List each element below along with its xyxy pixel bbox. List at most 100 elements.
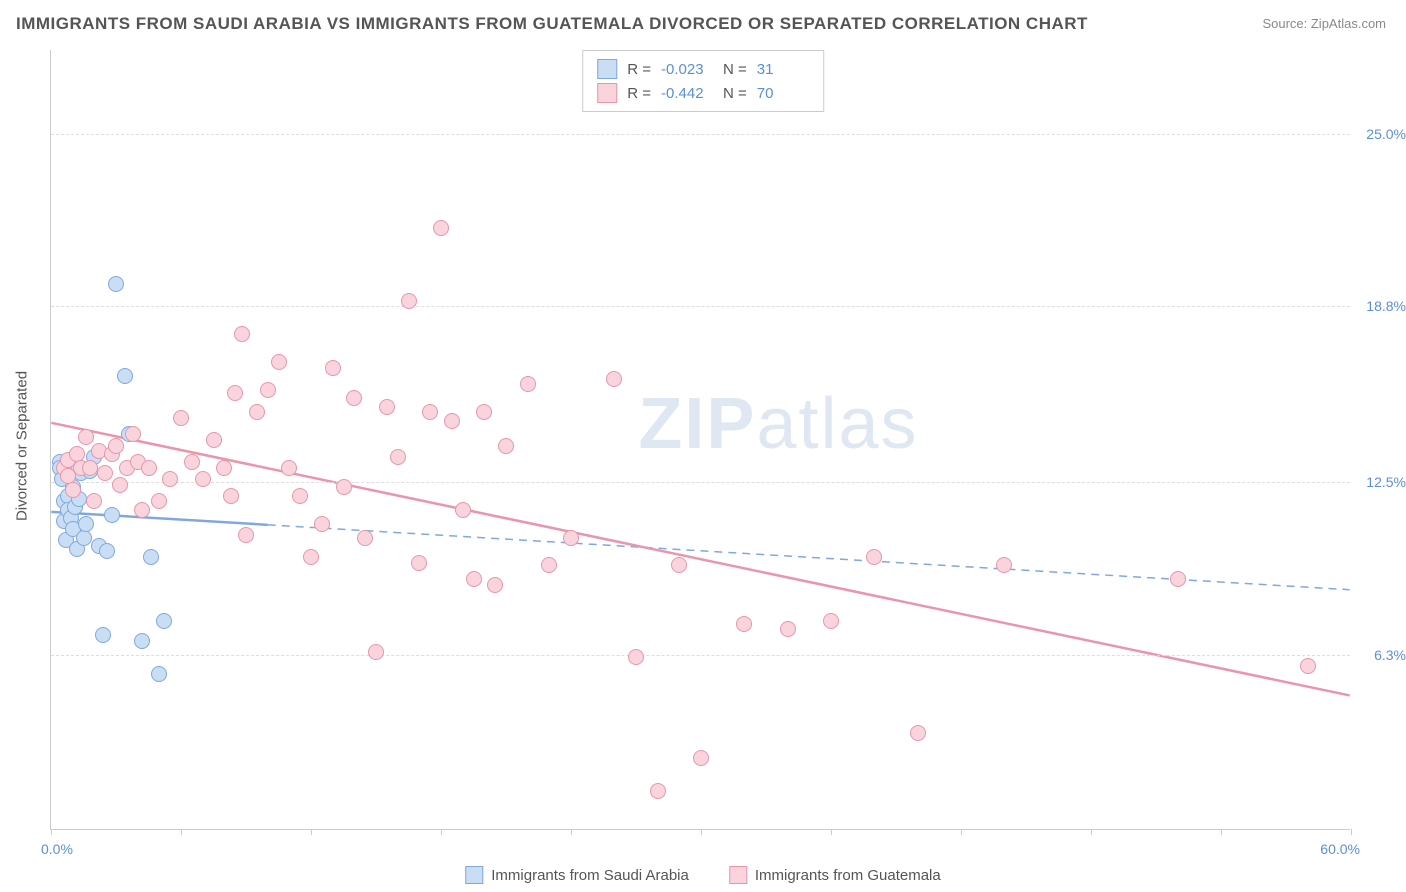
x-tick: [51, 829, 52, 835]
scatter-marker-guatemala: [292, 488, 308, 504]
scatter-marker-guatemala: [498, 438, 514, 454]
scatter-marker-guatemala: [693, 750, 709, 766]
x-tick: [1091, 829, 1092, 835]
scatter-marker-guatemala: [151, 493, 167, 509]
stats-n-value-guatemala: 70: [757, 85, 809, 102]
chart-title: IMMIGRANTS FROM SAUDI ARABIA VS IMMIGRAN…: [16, 14, 1088, 34]
scatter-marker-guatemala: [357, 530, 373, 546]
scatter-marker-guatemala: [520, 376, 536, 392]
legend-bottom: Immigrants from Saudi Arabia Immigrants …: [465, 866, 940, 884]
legend-swatch-saudi: [465, 866, 483, 884]
stats-row-saudi: R = -0.023 N = 31: [597, 57, 809, 81]
scatter-marker-guatemala: [563, 530, 579, 546]
x-tick: [1221, 829, 1222, 835]
stats-n-label: N =: [723, 61, 747, 78]
regression-line-dashed-saudi: [268, 525, 1350, 590]
scatter-marker-guatemala: [422, 404, 438, 420]
scatter-marker-guatemala: [671, 557, 687, 573]
source-attribution: Source: ZipAtlas.com: [1262, 16, 1386, 31]
x-axis-min-label: 0.0%: [41, 841, 73, 857]
legend-swatch-guatemala: [729, 866, 747, 884]
scatter-marker-guatemala: [444, 413, 460, 429]
scatter-marker-guatemala: [173, 410, 189, 426]
scatter-marker-guatemala: [466, 571, 482, 587]
stats-r-value-guatemala: -0.442: [661, 85, 713, 102]
scatter-marker-guatemala: [325, 360, 341, 376]
scatter-marker-guatemala: [108, 438, 124, 454]
scatter-marker-guatemala: [541, 557, 557, 573]
scatter-marker-guatemala: [206, 432, 222, 448]
scatter-marker-guatemala: [346, 390, 362, 406]
scatter-marker-guatemala: [390, 449, 406, 465]
scatter-marker-guatemala: [271, 354, 287, 370]
scatter-marker-guatemala: [281, 460, 297, 476]
scatter-marker-guatemala: [195, 471, 211, 487]
stats-r-label: R =: [627, 85, 651, 102]
scatter-marker-guatemala: [314, 516, 330, 532]
scatter-marker-guatemala: [223, 488, 239, 504]
scatter-marker-guatemala: [996, 557, 1012, 573]
stats-r-value-saudi: -0.023: [661, 61, 713, 78]
scatter-marker-guatemala: [411, 555, 427, 571]
scatter-marker-guatemala: [234, 326, 250, 342]
x-tick: [1351, 829, 1352, 835]
scatter-marker-guatemala: [134, 502, 150, 518]
scatter-marker-guatemala: [379, 399, 395, 415]
scatter-marker-guatemala: [303, 549, 319, 565]
scatter-marker-guatemala: [866, 549, 882, 565]
stats-swatch-guatemala: [597, 83, 617, 103]
stats-legend-box: R = -0.023 N = 31 R = -0.442 N = 70: [582, 50, 824, 112]
scatter-marker-guatemala: [650, 783, 666, 799]
plot-area: ZIPatlas 0.0% 60.0% 6.3%12.5%18.8%25.0%: [50, 50, 1350, 830]
scatter-marker-guatemala: [227, 385, 243, 401]
legend-label-guatemala: Immigrants from Guatemala: [755, 867, 941, 884]
x-tick: [831, 829, 832, 835]
scatter-marker-guatemala: [249, 404, 265, 420]
scatter-marker-guatemala: [216, 460, 232, 476]
scatter-marker-guatemala: [112, 477, 128, 493]
scatter-marker-guatemala: [823, 613, 839, 629]
scatter-marker-saudi: [108, 276, 124, 292]
scatter-marker-guatemala: [368, 644, 384, 660]
y-axis-label: Divorced or Separated: [14, 371, 31, 521]
y-tick-label: 12.5%: [1366, 474, 1406, 490]
scatter-marker-saudi: [76, 530, 92, 546]
x-tick: [571, 829, 572, 835]
scatter-marker-guatemala: [86, 493, 102, 509]
y-tick-label: 25.0%: [1366, 126, 1406, 142]
chart-container: IMMIGRANTS FROM SAUDI ARABIA VS IMMIGRAN…: [0, 0, 1406, 892]
scatter-marker-guatemala: [162, 471, 178, 487]
stats-row-guatemala: R = -0.442 N = 70: [597, 81, 809, 105]
scatter-marker-guatemala: [78, 429, 94, 445]
scatter-marker-saudi: [151, 666, 167, 682]
scatter-marker-guatemala: [910, 725, 926, 741]
gridline-h: [51, 482, 1350, 483]
scatter-marker-guatemala: [736, 616, 752, 632]
scatter-marker-guatemala: [184, 454, 200, 470]
legend-item-saudi: Immigrants from Saudi Arabia: [465, 866, 689, 884]
scatter-marker-guatemala: [433, 220, 449, 236]
scatter-marker-guatemala: [606, 371, 622, 387]
watermark-light: atlas: [756, 384, 918, 464]
x-tick: [181, 829, 182, 835]
scatter-marker-saudi: [143, 549, 159, 565]
legend-item-guatemala: Immigrants from Guatemala: [729, 866, 941, 884]
scatter-marker-guatemala: [455, 502, 471, 518]
scatter-marker-saudi: [99, 543, 115, 559]
scatter-marker-guatemala: [65, 482, 81, 498]
scatter-marker-guatemala: [82, 460, 98, 476]
scatter-marker-guatemala: [487, 577, 503, 593]
gridline-h: [51, 306, 1350, 307]
x-tick: [701, 829, 702, 835]
stats-swatch-saudi: [597, 59, 617, 79]
scatter-marker-guatemala: [336, 479, 352, 495]
x-tick: [311, 829, 312, 835]
scatter-marker-guatemala: [780, 621, 796, 637]
stats-r-label: R =: [627, 61, 651, 78]
y-tick-label: 6.3%: [1374, 647, 1406, 663]
gridline-h: [51, 134, 1350, 135]
stats-n-label: N =: [723, 85, 747, 102]
scatter-marker-guatemala: [1170, 571, 1186, 587]
scatter-marker-guatemala: [1300, 658, 1316, 674]
scatter-marker-guatemala: [628, 649, 644, 665]
